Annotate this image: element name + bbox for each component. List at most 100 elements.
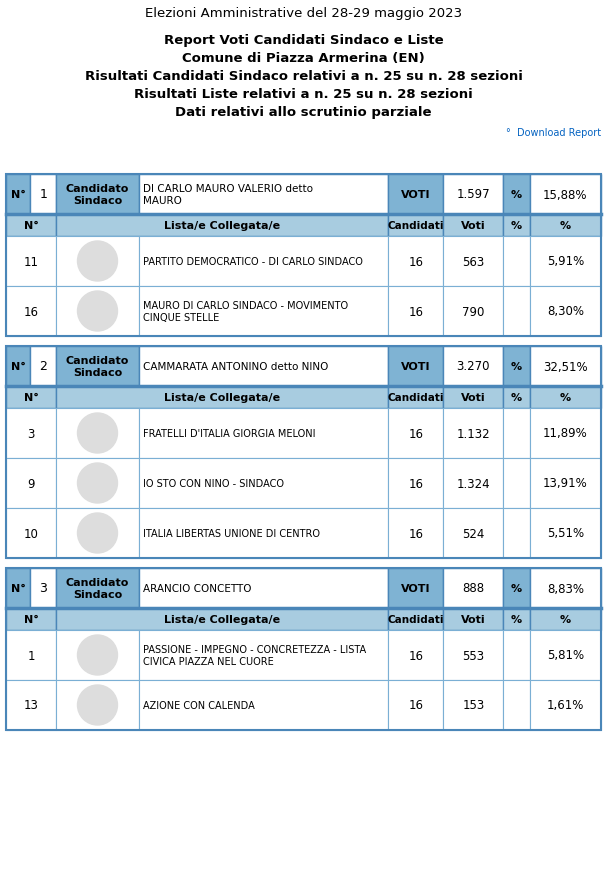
Bar <box>56 287 138 336</box>
Bar <box>443 175 503 215</box>
Circle shape <box>78 291 118 332</box>
Text: %: % <box>511 392 522 402</box>
Text: Candidato
Sindaco: Candidato Sindaco <box>66 578 129 600</box>
Bar <box>530 237 601 287</box>
Text: 15,88%: 15,88% <box>543 188 588 201</box>
Text: PASSIONE - IMPEGNO - CONCRETEZZA - LISTA
CIVICA PIAZZA NEL CUORE: PASSIONE - IMPEGNO - CONCRETEZZA - LISTA… <box>143 644 365 666</box>
Text: 16: 16 <box>409 255 423 268</box>
Bar <box>530 630 601 680</box>
Bar <box>56 458 138 508</box>
Text: %: % <box>560 615 571 624</box>
Text: %: % <box>511 615 522 624</box>
Bar <box>503 386 530 408</box>
Text: 32,51%: 32,51% <box>543 360 588 373</box>
Bar <box>138 408 388 458</box>
Text: 790: 790 <box>462 306 484 318</box>
Bar <box>503 175 530 215</box>
Bar <box>56 215 388 237</box>
Bar <box>388 568 443 608</box>
Text: Risultati Candidati Sindaco relativi a n. 25 su n. 28 sezioni: Risultati Candidati Sindaco relativi a n… <box>84 70 523 83</box>
Bar <box>6 630 56 680</box>
Text: 3: 3 <box>39 582 47 594</box>
Text: °  Download Report: ° Download Report <box>506 128 601 138</box>
Bar <box>503 568 530 608</box>
Bar <box>503 458 530 508</box>
Bar <box>388 237 443 287</box>
Bar <box>388 608 443 630</box>
Bar <box>388 408 443 458</box>
Bar <box>6 347 601 558</box>
Text: 1.324: 1.324 <box>456 477 490 490</box>
Bar <box>6 215 56 237</box>
Text: 1,61%: 1,61% <box>547 699 584 712</box>
Bar <box>443 568 503 608</box>
Bar <box>443 680 503 730</box>
Bar <box>56 680 138 730</box>
Text: 5,91%: 5,91% <box>547 255 584 268</box>
Text: Report Voti Candidati Sindaco e Liste: Report Voti Candidati Sindaco e Liste <box>164 34 443 47</box>
Text: %: % <box>511 583 522 594</box>
Text: Candidati: Candidati <box>387 220 444 231</box>
Bar <box>6 287 56 336</box>
Bar <box>503 215 530 237</box>
Bar <box>530 347 601 386</box>
Text: 9: 9 <box>27 477 35 490</box>
Bar <box>56 568 138 608</box>
Text: 3: 3 <box>27 427 35 440</box>
Text: FRATELLI D'ITALIA GIORGIA MELONI: FRATELLI D'ITALIA GIORGIA MELONI <box>143 428 315 438</box>
Bar <box>530 458 601 508</box>
Bar <box>138 347 388 386</box>
Bar <box>530 215 601 237</box>
Bar <box>30 568 56 608</box>
Bar <box>443 215 503 237</box>
Bar <box>6 175 601 336</box>
Text: Dati relativi allo scrutinio parziale: Dati relativi allo scrutinio parziale <box>175 106 432 119</box>
Text: 5,81%: 5,81% <box>547 649 584 662</box>
Text: 1: 1 <box>27 649 35 662</box>
Circle shape <box>78 241 118 282</box>
Text: Candidati: Candidati <box>387 392 444 402</box>
Text: N°: N° <box>24 615 39 624</box>
Bar <box>56 175 138 215</box>
Bar <box>443 408 503 458</box>
Bar <box>503 508 530 558</box>
Text: MAURO DI CARLO SINDACO - MOVIMENTO
CINQUE STELLE: MAURO DI CARLO SINDACO - MOVIMENTO CINQU… <box>143 300 348 322</box>
Text: VOTI: VOTI <box>401 583 430 594</box>
Text: 8,30%: 8,30% <box>547 306 584 318</box>
Bar <box>6 237 56 287</box>
Text: 8,83%: 8,83% <box>547 582 584 594</box>
Text: 1.597: 1.597 <box>456 188 490 201</box>
Bar <box>388 287 443 336</box>
Bar <box>443 508 503 558</box>
Bar <box>388 347 443 386</box>
Bar <box>530 408 601 458</box>
Text: 16: 16 <box>409 649 423 662</box>
Bar <box>388 458 443 508</box>
Text: 11: 11 <box>24 255 39 268</box>
Text: %: % <box>511 220 522 231</box>
Text: %: % <box>560 392 571 402</box>
Text: 16: 16 <box>409 427 423 440</box>
Text: 10: 10 <box>24 527 39 540</box>
Bar <box>443 608 503 630</box>
Bar <box>138 175 388 215</box>
Bar <box>6 408 56 458</box>
Bar <box>503 237 530 287</box>
Bar <box>56 608 388 630</box>
Bar <box>530 287 601 336</box>
Text: 13: 13 <box>24 699 39 712</box>
Bar <box>6 386 56 408</box>
Text: 16: 16 <box>409 527 423 540</box>
Circle shape <box>78 414 118 453</box>
Bar <box>56 630 138 680</box>
Bar <box>388 508 443 558</box>
Text: AZIONE CON CALENDA: AZIONE CON CALENDA <box>143 700 254 710</box>
Text: VOTI: VOTI <box>401 362 430 371</box>
Bar <box>56 237 138 287</box>
Bar <box>503 287 530 336</box>
Text: Comune di Piazza Armerina (EN): Comune di Piazza Armerina (EN) <box>182 52 425 65</box>
Bar <box>530 508 601 558</box>
Bar <box>388 386 443 408</box>
Text: PARTITO DEMOCRATICO - DI CARLO SINDACO: PARTITO DEMOCRATICO - DI CARLO SINDACO <box>143 256 362 267</box>
Bar <box>503 630 530 680</box>
